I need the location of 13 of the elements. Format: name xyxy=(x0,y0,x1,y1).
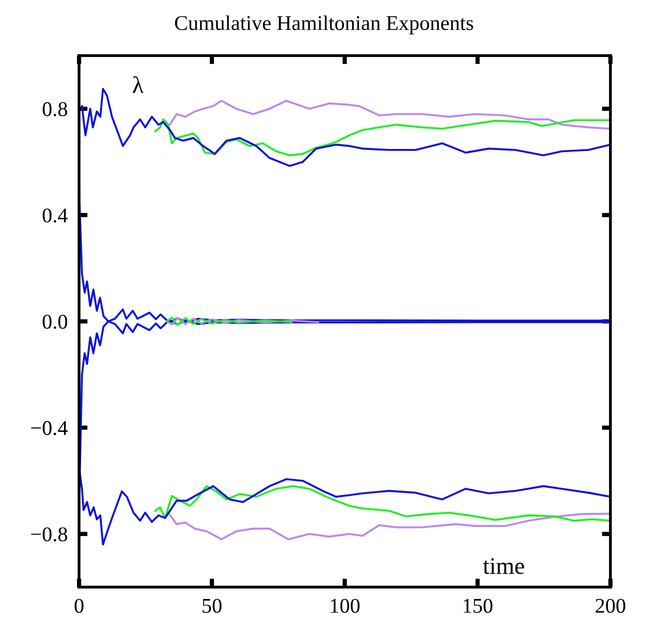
y-tick-label: 0.4 xyxy=(42,208,68,223)
y-tick-label: 0.8 xyxy=(42,102,68,116)
x-axis-title: time xyxy=(483,558,524,574)
y-tick-label: −0.8 xyxy=(31,527,68,542)
y-axis-title: λ xyxy=(132,76,144,93)
x-tick-label: 0 xyxy=(74,598,84,613)
x-tick-label: 150 xyxy=(464,598,492,613)
x-tick-label: 50 xyxy=(202,598,222,613)
x-tick-label: 200 xyxy=(596,598,626,613)
y-tick-label: −0.4 xyxy=(31,421,68,436)
chart-title: Cumulative Hamiltonian Exponents xyxy=(174,15,474,34)
x-tick-label: 100 xyxy=(330,598,360,613)
y-tick-label: 0.0 xyxy=(42,314,68,329)
